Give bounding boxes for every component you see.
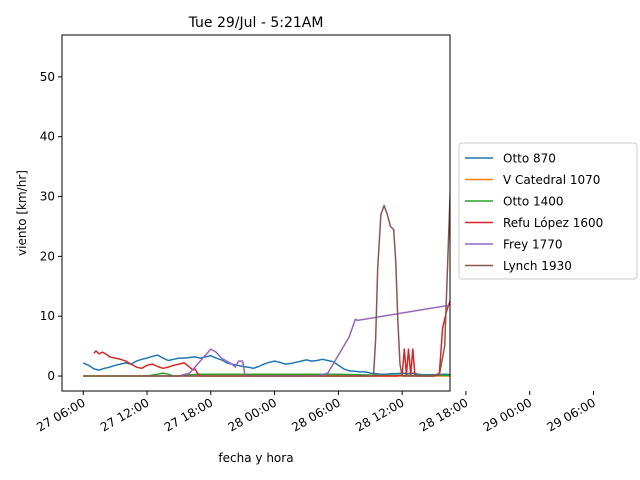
- y-tick-label: 30: [40, 190, 55, 204]
- x-tick-label: 28 00:00: [226, 395, 279, 434]
- chart-title: Tue 29/Jul - 5:21AM: [188, 15, 324, 31]
- y-tick-label: 40: [40, 130, 55, 144]
- x-tick-label: 27 12:00: [98, 395, 151, 434]
- x-tick-label: 29 00:00: [481, 395, 534, 434]
- legend-label: Lynch 1930: [503, 259, 572, 273]
- x-tick-label: 28 12:00: [353, 395, 406, 434]
- x-tick-label: 29 06:00: [545, 395, 598, 434]
- legend-label: Refu López 1600: [503, 216, 603, 230]
- plot-area: [61, 34, 451, 392]
- x-tick-label: 28 06:00: [289, 395, 342, 434]
- series-line-6: [83, 176, 450, 377]
- x-tick-label: 27 18:00: [162, 395, 215, 434]
- legend-label: Otto 1400: [503, 195, 564, 209]
- y-tick-label: 0: [47, 369, 55, 383]
- legend-box: [458, 142, 638, 280]
- series-line-3: [83, 372, 450, 377]
- x-axis-label: fecha y hora: [218, 451, 293, 465]
- plot-frame: [61, 34, 451, 392]
- legend-label: Otto 870: [503, 152, 556, 166]
- x-axis: 27 06:00 27 12:00 27 18:00 28 00:00 28 06:00…: [34, 391, 598, 434]
- series-line-1: [82, 354, 450, 376]
- y-tick-label: 50: [40, 70, 55, 84]
- y-axis-label: viento [km/hr]: [15, 170, 29, 256]
- legend: Otto 870 V Catedral 1070 Otto 1400 Refu Lóp…: [458, 142, 638, 280]
- series-line-4: [93, 298, 450, 377]
- legend-label: Frey 1770: [503, 238, 563, 252]
- y-tick-label: 10: [40, 309, 55, 323]
- x-tick-label: 28 18:00: [417, 395, 470, 434]
- y-axis: 0 10 20 30 40 50: [40, 70, 62, 383]
- legend-label: V Catedral 1070: [503, 173, 600, 187]
- series-line-5: [147, 304, 450, 377]
- x-tick-label: 27 06:00: [34, 395, 87, 434]
- y-tick-label: 20: [40, 249, 55, 263]
